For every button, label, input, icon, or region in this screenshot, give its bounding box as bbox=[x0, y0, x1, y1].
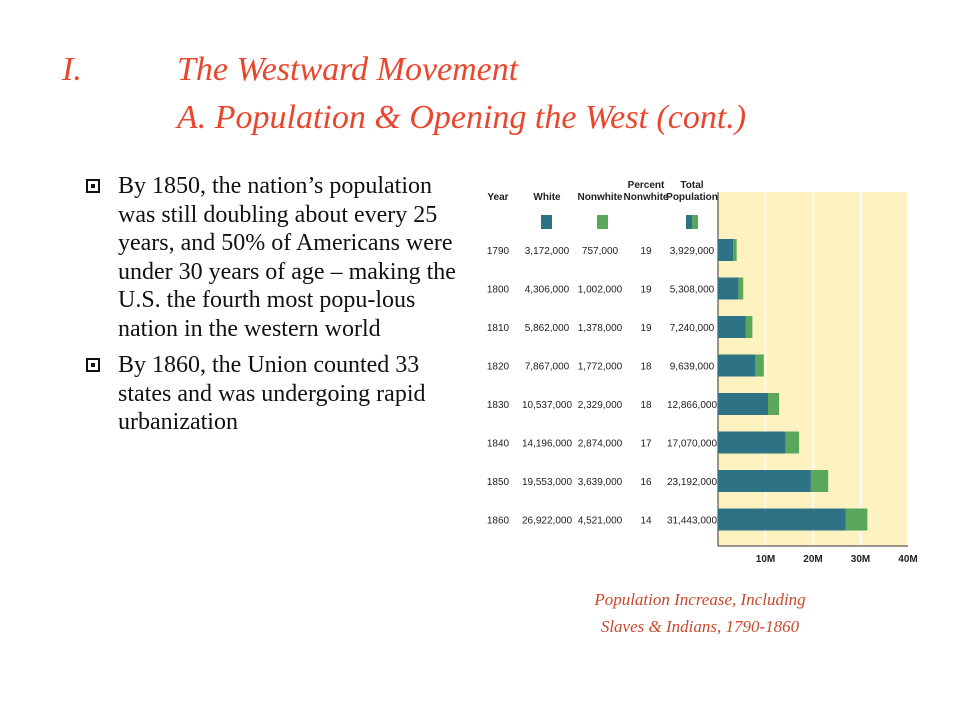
column-header: Population bbox=[666, 192, 718, 203]
table-cell: 26,922,000 bbox=[522, 516, 572, 527]
square-bullet-icon bbox=[86, 179, 100, 193]
table-cell: 3,929,000 bbox=[670, 246, 715, 257]
bar-white bbox=[718, 393, 769, 415]
table-cell: 19 bbox=[640, 285, 652, 296]
x-tick-label: 10M bbox=[756, 554, 775, 565]
bullet-item: By 1860, the Union counted 33 states and… bbox=[86, 351, 456, 437]
table-cell: 1820 bbox=[487, 362, 510, 373]
table-cell: 12,866,000 bbox=[667, 400, 717, 411]
legend-swatch-white bbox=[541, 215, 552, 229]
table-cell: 19 bbox=[640, 246, 652, 257]
table-cell: 1,772,000 bbox=[578, 362, 623, 373]
table-cell: 1830 bbox=[487, 400, 510, 411]
chart-caption: Population Increase, Including Slaves & … bbox=[540, 586, 860, 640]
bar-white bbox=[718, 431, 786, 454]
legend-swatch-nonwhite bbox=[597, 215, 608, 229]
table-cell: 1810 bbox=[487, 323, 510, 334]
table-cell: 5,308,000 bbox=[670, 285, 715, 296]
table-cell: 19,553,000 bbox=[522, 477, 572, 488]
bar-nonwhite bbox=[733, 239, 737, 261]
bar-white bbox=[718, 239, 734, 261]
table-cell: 5,862,000 bbox=[525, 323, 570, 334]
column-header: Percent bbox=[628, 180, 665, 191]
table-cell: 1790 bbox=[487, 246, 510, 257]
table-cell: 19 bbox=[640, 323, 652, 334]
bar-nonwhite bbox=[785, 431, 800, 454]
title-number: I. bbox=[62, 51, 82, 88]
column-header: White bbox=[533, 192, 561, 203]
table-cell: 18 bbox=[640, 362, 652, 373]
table-cell: 3,639,000 bbox=[578, 477, 623, 488]
bar-white bbox=[718, 470, 811, 492]
table-cell: 4,306,000 bbox=[525, 285, 570, 296]
table-cell: 1840 bbox=[487, 439, 510, 450]
legend-swatch-total-white bbox=[686, 215, 692, 229]
table-cell: 4,521,000 bbox=[578, 516, 623, 527]
table-cell: 17 bbox=[640, 439, 652, 450]
table-cell: 23,192,000 bbox=[667, 477, 717, 488]
caption-line-1: Population Increase, Including bbox=[594, 590, 806, 609]
table-cell: 14 bbox=[640, 516, 652, 527]
table-cell: 1800 bbox=[487, 285, 510, 296]
table-cell: 757,000 bbox=[582, 246, 619, 257]
table-cell: 18 bbox=[640, 400, 652, 411]
table-cell: 14,196,000 bbox=[522, 439, 572, 450]
x-tick-label: 20M bbox=[803, 554, 822, 565]
column-header: Nonwhite bbox=[624, 192, 669, 203]
bar-nonwhite bbox=[768, 393, 780, 415]
caption-line-2: Slaves & Indians, 1790-1860 bbox=[600, 617, 800, 636]
bullet-text: By 1860, the Union counted 33 states and… bbox=[118, 352, 426, 435]
table-cell: 10,537,000 bbox=[522, 400, 572, 411]
table-cell: 1850 bbox=[487, 477, 510, 488]
table-cell: 17,070,000 bbox=[667, 439, 717, 450]
table-cell: 2,874,000 bbox=[578, 439, 623, 450]
square-bullet-icon bbox=[86, 358, 100, 372]
table-cell: 9,639,000 bbox=[670, 362, 715, 373]
bullet-list: By 1850, the nation’s population was sti… bbox=[86, 172, 456, 445]
x-tick-label: 40M bbox=[898, 554, 917, 565]
table-cell: 16 bbox=[640, 477, 652, 488]
bar-nonwhite bbox=[755, 354, 764, 377]
bar-nonwhite bbox=[810, 470, 829, 492]
slide-subtitle: A. Population & Opening the West (cont.) bbox=[177, 99, 747, 136]
column-header: Total bbox=[680, 180, 703, 191]
bar-white bbox=[718, 316, 746, 338]
x-tick-label: 30M bbox=[851, 554, 870, 565]
column-header: Year bbox=[487, 192, 508, 203]
table-cell: 3,172,000 bbox=[525, 246, 570, 257]
slide-title: The Westward Movement bbox=[177, 51, 519, 88]
table-cell: 1860 bbox=[487, 516, 510, 527]
table-cell: 7,867,000 bbox=[525, 362, 570, 373]
bullet-item: By 1850, the nation’s population was sti… bbox=[86, 172, 456, 343]
bar-nonwhite bbox=[745, 316, 753, 338]
bar-nonwhite bbox=[845, 508, 868, 531]
bar-white bbox=[718, 277, 739, 300]
table-cell: 7,240,000 bbox=[670, 323, 715, 334]
table-cell: 1,378,000 bbox=[578, 323, 623, 334]
legend-swatch-total-nonwhite bbox=[692, 215, 698, 229]
column-header: Nonwhite bbox=[578, 192, 623, 203]
table-cell: 2,329,000 bbox=[578, 400, 623, 411]
table-cell: 31,443,000 bbox=[667, 516, 717, 527]
table-cell: 1,002,000 bbox=[578, 285, 623, 296]
bullet-text: By 1850, the nation’s population was sti… bbox=[118, 173, 456, 342]
bar-white bbox=[718, 354, 756, 377]
bar-nonwhite bbox=[738, 277, 744, 300]
bar-white bbox=[718, 508, 846, 531]
